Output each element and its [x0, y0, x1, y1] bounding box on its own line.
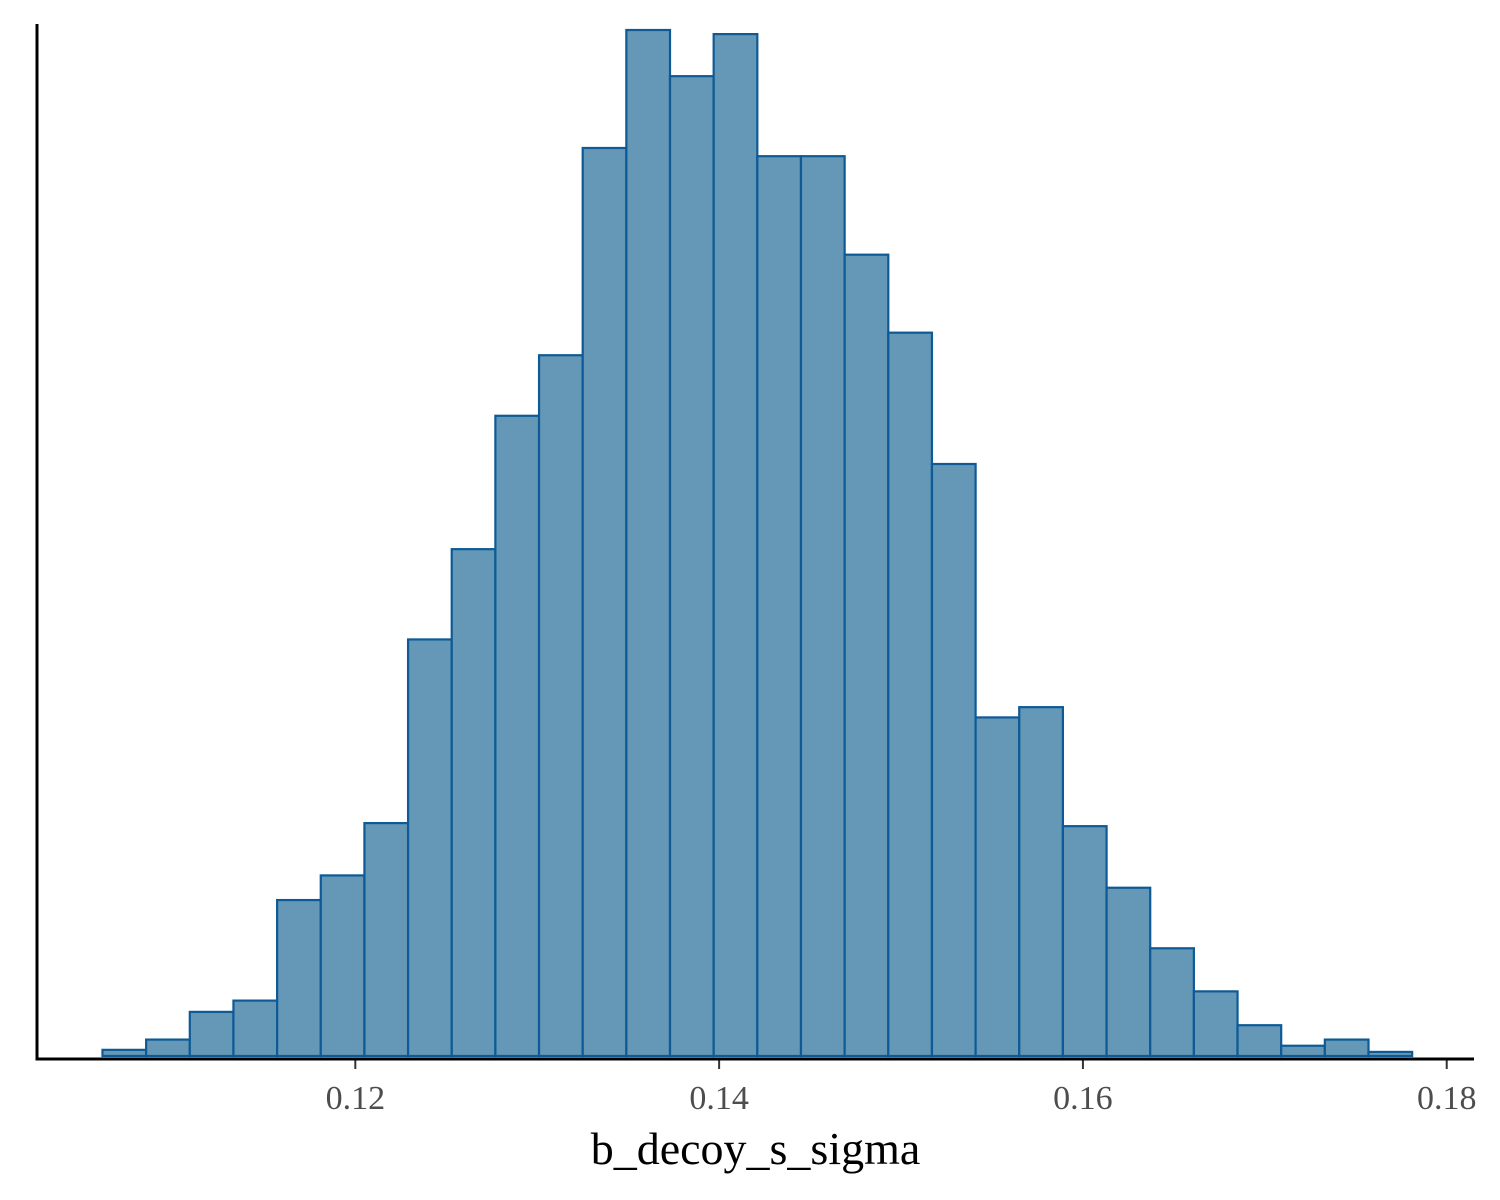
histogram-bar	[101, 1048, 148, 1058]
histogram-bar	[1149, 947, 1195, 1058]
histogram-bar	[581, 146, 628, 1058]
histogram-bar	[887, 331, 934, 1058]
histogram-bar	[494, 414, 541, 1058]
histogram-bar	[363, 821, 410, 1058]
histogram-bar	[799, 155, 846, 1058]
histogram-bar	[625, 28, 672, 1058]
histogram-bar	[319, 874, 366, 1058]
histogram-bars	[101, 28, 1414, 1058]
histogram-bar	[232, 999, 279, 1058]
x-axis-ticks: 0.12 0.14 0.16 0.18	[326, 1060, 1477, 1117]
histogram-bar	[1323, 1038, 1370, 1058]
x-tick-label: 0.12	[326, 1080, 386, 1117]
histogram-bar	[450, 548, 497, 1058]
histogram-bar	[843, 253, 890, 1058]
histogram-bar	[1280, 1044, 1326, 1058]
x-tick-label: 0.18	[1417, 1080, 1477, 1117]
histogram-bar	[1018, 706, 1065, 1058]
x-tick-label: 0.16	[1053, 1080, 1113, 1117]
histogram-bar	[1192, 990, 1239, 1058]
histogram-bar	[930, 462, 977, 1058]
histogram-bar	[756, 155, 803, 1058]
histogram-bar	[1236, 1024, 1283, 1058]
histogram-bar	[145, 1038, 191, 1058]
histogram-bar	[712, 32, 759, 1058]
histogram-bar	[188, 1010, 235, 1058]
histogram-bar	[974, 716, 1021, 1058]
x-tick-label: 0.14	[689, 1080, 749, 1117]
x-axis-title: b_decoy_s_sigma	[591, 1123, 921, 1174]
histogram-bar	[1105, 886, 1152, 1058]
histogram-bar	[406, 638, 453, 1058]
histogram-bar	[1061, 825, 1108, 1058]
histogram-bar	[668, 75, 715, 1058]
histogram-bar	[1367, 1050, 1414, 1058]
histogram-bar	[537, 354, 584, 1058]
histogram-bar	[276, 898, 322, 1058]
